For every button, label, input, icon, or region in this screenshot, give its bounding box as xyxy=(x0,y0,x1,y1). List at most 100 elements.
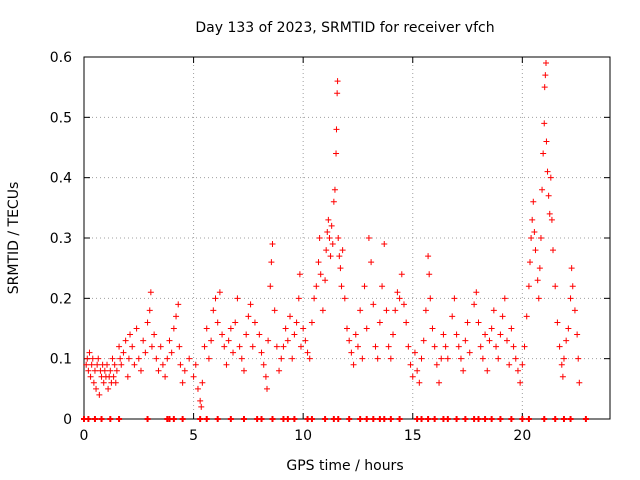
data-point xyxy=(541,84,548,91)
y-tick-label: 0.6 xyxy=(50,50,72,66)
data-point xyxy=(486,337,493,344)
data-point xyxy=(471,301,478,308)
zero-data-point xyxy=(541,416,548,422)
data-point xyxy=(442,343,449,350)
data-point xyxy=(316,235,323,241)
data-point xyxy=(348,349,355,356)
zero-data-point xyxy=(170,416,177,422)
data-point xyxy=(117,355,124,362)
zero-data-point xyxy=(197,416,204,422)
y-axis-label: SRMTID / TECUs xyxy=(6,182,22,295)
data-point xyxy=(534,277,541,284)
zero-data-point xyxy=(560,416,567,422)
x-axis-label: GPS time / hours xyxy=(286,458,403,474)
data-point xyxy=(405,343,412,350)
data-point xyxy=(256,331,263,338)
data-point xyxy=(411,349,418,356)
data-point xyxy=(334,78,341,85)
data-point xyxy=(357,307,364,314)
zero-data-point xyxy=(552,416,559,422)
data-point xyxy=(548,216,555,223)
data-point xyxy=(319,307,326,314)
data-point xyxy=(192,361,199,368)
data-point xyxy=(339,247,346,254)
y-tick-label: 0.2 xyxy=(50,291,72,307)
data-point xyxy=(427,295,434,302)
data-point xyxy=(414,367,421,374)
x-tick-label: 0 xyxy=(80,428,89,444)
data-point xyxy=(124,373,131,380)
data-point xyxy=(157,343,164,350)
data-point xyxy=(89,355,96,362)
data-point xyxy=(93,385,100,392)
data-point xyxy=(247,301,254,308)
data-point xyxy=(444,355,451,362)
data-point xyxy=(168,349,175,356)
data-point xyxy=(173,313,180,320)
data-point xyxy=(107,367,114,374)
zero-data-point xyxy=(462,416,469,422)
zero-data-point xyxy=(91,416,98,422)
data-point xyxy=(379,283,386,290)
data-point xyxy=(227,325,234,332)
data-point xyxy=(545,192,552,199)
data-point xyxy=(289,355,296,362)
zero-data-point xyxy=(488,416,495,422)
data-point xyxy=(331,186,338,193)
data-point xyxy=(105,385,112,392)
data-point xyxy=(311,295,318,302)
data-point xyxy=(426,271,433,278)
data-point xyxy=(482,331,489,338)
data-point xyxy=(129,343,136,350)
data-point xyxy=(529,216,536,223)
data-point xyxy=(194,385,201,392)
data-point xyxy=(291,331,298,338)
data-point xyxy=(147,289,154,296)
zero-data-point xyxy=(508,416,515,422)
data-point xyxy=(177,361,184,368)
data-point xyxy=(238,355,245,362)
data-point xyxy=(271,307,278,314)
data-point xyxy=(155,367,162,374)
zero-data-point xyxy=(370,416,377,422)
data-point xyxy=(262,373,269,380)
zero-data-point xyxy=(497,416,504,422)
zero-data-point xyxy=(431,416,438,422)
data-point xyxy=(308,319,315,326)
data-point xyxy=(234,295,241,302)
data-point xyxy=(363,325,370,332)
data-point xyxy=(240,367,247,374)
data-point xyxy=(497,331,504,338)
data-point xyxy=(267,283,274,290)
data-point xyxy=(542,72,549,79)
data-point xyxy=(236,343,243,350)
data-point xyxy=(85,367,92,374)
zero-data-point xyxy=(258,416,265,422)
zero-data-point xyxy=(240,416,247,422)
data-point xyxy=(304,349,311,356)
data-point xyxy=(260,361,267,368)
data-point xyxy=(110,373,117,380)
data-point xyxy=(83,361,90,368)
data-point xyxy=(166,337,173,344)
data-point xyxy=(409,373,416,380)
zero-data-point xyxy=(453,416,460,422)
data-point xyxy=(251,319,258,326)
data-point xyxy=(341,295,348,302)
data-point xyxy=(455,343,462,350)
data-point xyxy=(214,319,221,326)
zero-data-point xyxy=(418,416,425,422)
data-point xyxy=(245,313,252,320)
data-point xyxy=(407,361,414,368)
data-point xyxy=(287,313,294,320)
zero-data-point xyxy=(322,416,329,422)
data-point xyxy=(422,307,429,314)
data-point xyxy=(296,271,303,278)
data-point xyxy=(109,355,116,362)
zero-data-point xyxy=(381,416,388,422)
data-point xyxy=(127,331,134,338)
data-point xyxy=(148,343,155,350)
data-point xyxy=(390,331,397,338)
zero-data-point xyxy=(425,416,432,422)
data-point xyxy=(190,373,197,380)
